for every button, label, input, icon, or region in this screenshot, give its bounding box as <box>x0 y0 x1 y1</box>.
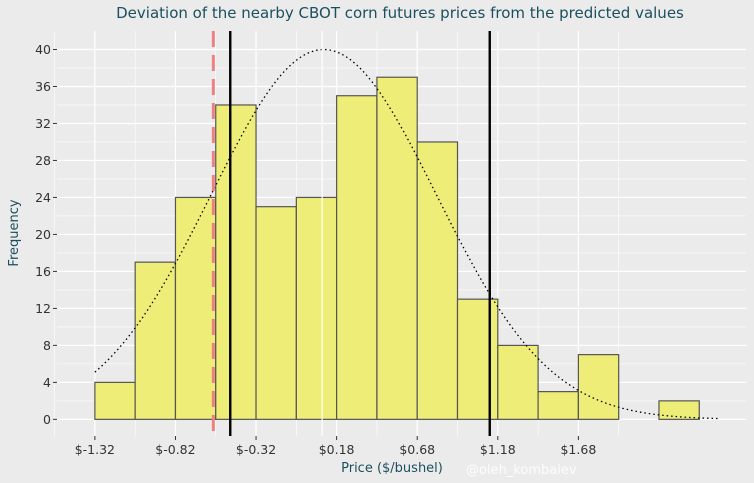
y-tick-label: 16 <box>35 264 51 279</box>
y-axis-title: Frequency <box>7 199 22 266</box>
histogram-bar <box>497 344 539 420</box>
y-tick-label: 24 <box>35 190 51 205</box>
y-tick-label: 4 <box>43 375 51 390</box>
x-tick-label: $0.68 <box>399 442 435 457</box>
y-tick-label: 12 <box>35 301 51 316</box>
ticks-layer: 0 4 8 12 16 20 24 28 32 36 40 $-1.32 $-0.82 $-0.32 $0.… <box>35 42 596 457</box>
watermark: @oleh_kombaiev <box>466 463 577 478</box>
histogram-bar <box>255 206 297 420</box>
y-tick-label: 0 <box>43 412 51 427</box>
bars-layer <box>94 76 700 420</box>
curve-layer <box>94 48 719 420</box>
histogram-bar <box>174 196 217 420</box>
histogram-bar <box>134 261 177 420</box>
x-tick-label: $-0.82 <box>155 442 195 457</box>
x-tick-label: $0.18 <box>319 442 355 457</box>
y-tick-label: 20 <box>35 227 51 242</box>
histogram-bar <box>577 354 620 420</box>
y-tick-label: 36 <box>35 79 51 94</box>
x-tick-label: $-1.32 <box>75 442 115 457</box>
chart-title: Deviation of the nearby CBOT corn future… <box>116 4 684 22</box>
histogram-bar <box>537 391 579 420</box>
y-tick-label: 28 <box>35 153 51 168</box>
histogram-bar <box>456 298 499 420</box>
normal-density-curve <box>94 48 719 420</box>
y-tick-label: 40 <box>35 42 51 57</box>
y-tick-label: 8 <box>43 338 51 353</box>
histogram-bar <box>416 141 459 420</box>
histogram-bar <box>376 76 418 420</box>
x-axis-title: Price ($/bushel) <box>341 461 443 476</box>
histogram-bar <box>658 400 700 420</box>
x-tick-label: $-0.32 <box>236 442 276 457</box>
x-tick-label: $1.18 <box>480 442 516 457</box>
y-tick-label: 32 <box>35 116 51 131</box>
reference-lines-layer <box>211 31 491 436</box>
histogram-bar <box>215 104 257 420</box>
x-tick-label: $1.68 <box>560 442 596 457</box>
histogram-bar <box>336 95 378 420</box>
histogram-bar <box>295 196 338 420</box>
histogram-bar <box>94 381 136 420</box>
